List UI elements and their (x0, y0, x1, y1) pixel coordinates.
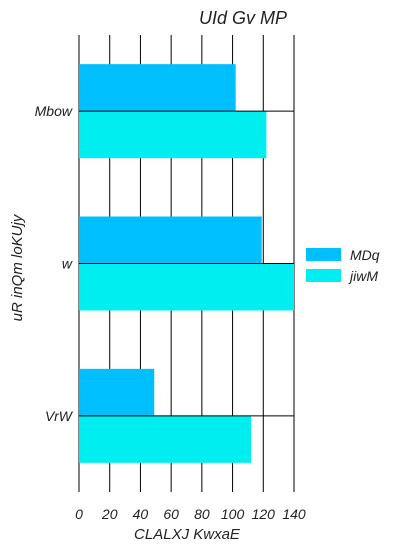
legend-swatch (306, 248, 341, 261)
y-tick-label: w (62, 256, 73, 272)
bar (79, 415, 251, 463)
bar (79, 368, 155, 416)
legend-label: MDq (350, 247, 380, 263)
x-tick-label: 40 (133, 506, 149, 522)
x-tick-label: 60 (163, 506, 179, 522)
x-axis-label: CLALXJ KwxaE (134, 526, 241, 543)
x-tick-label: 0 (75, 506, 83, 522)
x-tick-label: 80 (194, 506, 210, 522)
legend-swatch (306, 269, 341, 282)
y-tick-label: VrW (45, 408, 74, 424)
x-tick-label: 100 (221, 506, 245, 522)
y-tick-label: Mbow (35, 103, 73, 119)
bar (79, 216, 262, 264)
bar (79, 263, 294, 311)
x-tick-label: 140 (282, 506, 306, 522)
x-tick-label: 120 (252, 506, 276, 522)
axes: 0 20 40 60 80 100 120 140 Mbow w VrW (35, 103, 306, 522)
legend: MDq jiwM (306, 247, 380, 284)
x-tick-label: 20 (101, 506, 118, 522)
chart-title: UId Gv MP (199, 8, 287, 28)
bar (79, 111, 267, 159)
bars (79, 64, 294, 463)
legend-label: jiwM (348, 268, 378, 284)
y-axis-label: uR inQm loKUjy (9, 213, 26, 321)
bar (79, 64, 236, 112)
